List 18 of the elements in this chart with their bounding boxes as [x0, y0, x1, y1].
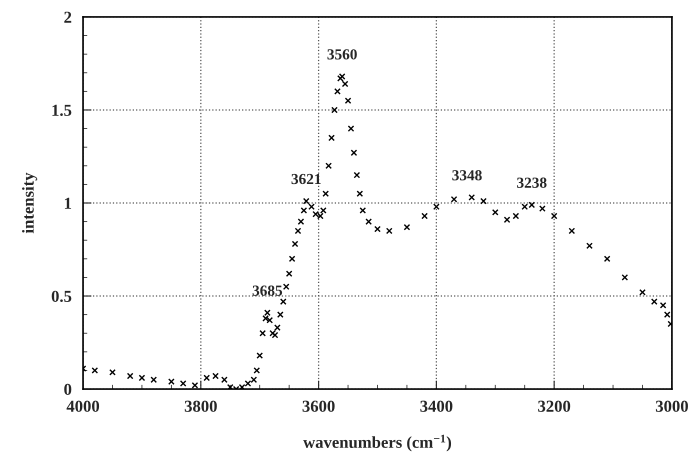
- x-axis-title: wavenumbers (cm$^{−1}$): [303, 434, 452, 452]
- x-tick-label: 3000: [656, 400, 688, 412]
- annotation: 3348: [452, 170, 482, 180]
- x-tick-label: 3600: [302, 400, 335, 412]
- y-axis-title: intensity: [22, 172, 38, 234]
- y-tick-label: 2: [64, 12, 72, 23]
- x-tick-label: 3400: [420, 400, 452, 412]
- annotation: 3621: [292, 174, 321, 184]
- annotation: 3685: [252, 285, 282, 296]
- y-tick-label: 0: [64, 384, 72, 395]
- y-tick-label: 1.5: [52, 104, 72, 116]
- y-tick-label: 1: [64, 198, 72, 209]
- x-tick-label: 3800: [184, 400, 217, 412]
- x-tick-label: 3200: [538, 400, 570, 412]
- annotation: 3238: [517, 178, 547, 188]
- annotation: 3560: [327, 49, 357, 60]
- x-tick-label: 4000: [66, 400, 100, 412]
- y-tick-label: 0.5: [52, 290, 72, 302]
